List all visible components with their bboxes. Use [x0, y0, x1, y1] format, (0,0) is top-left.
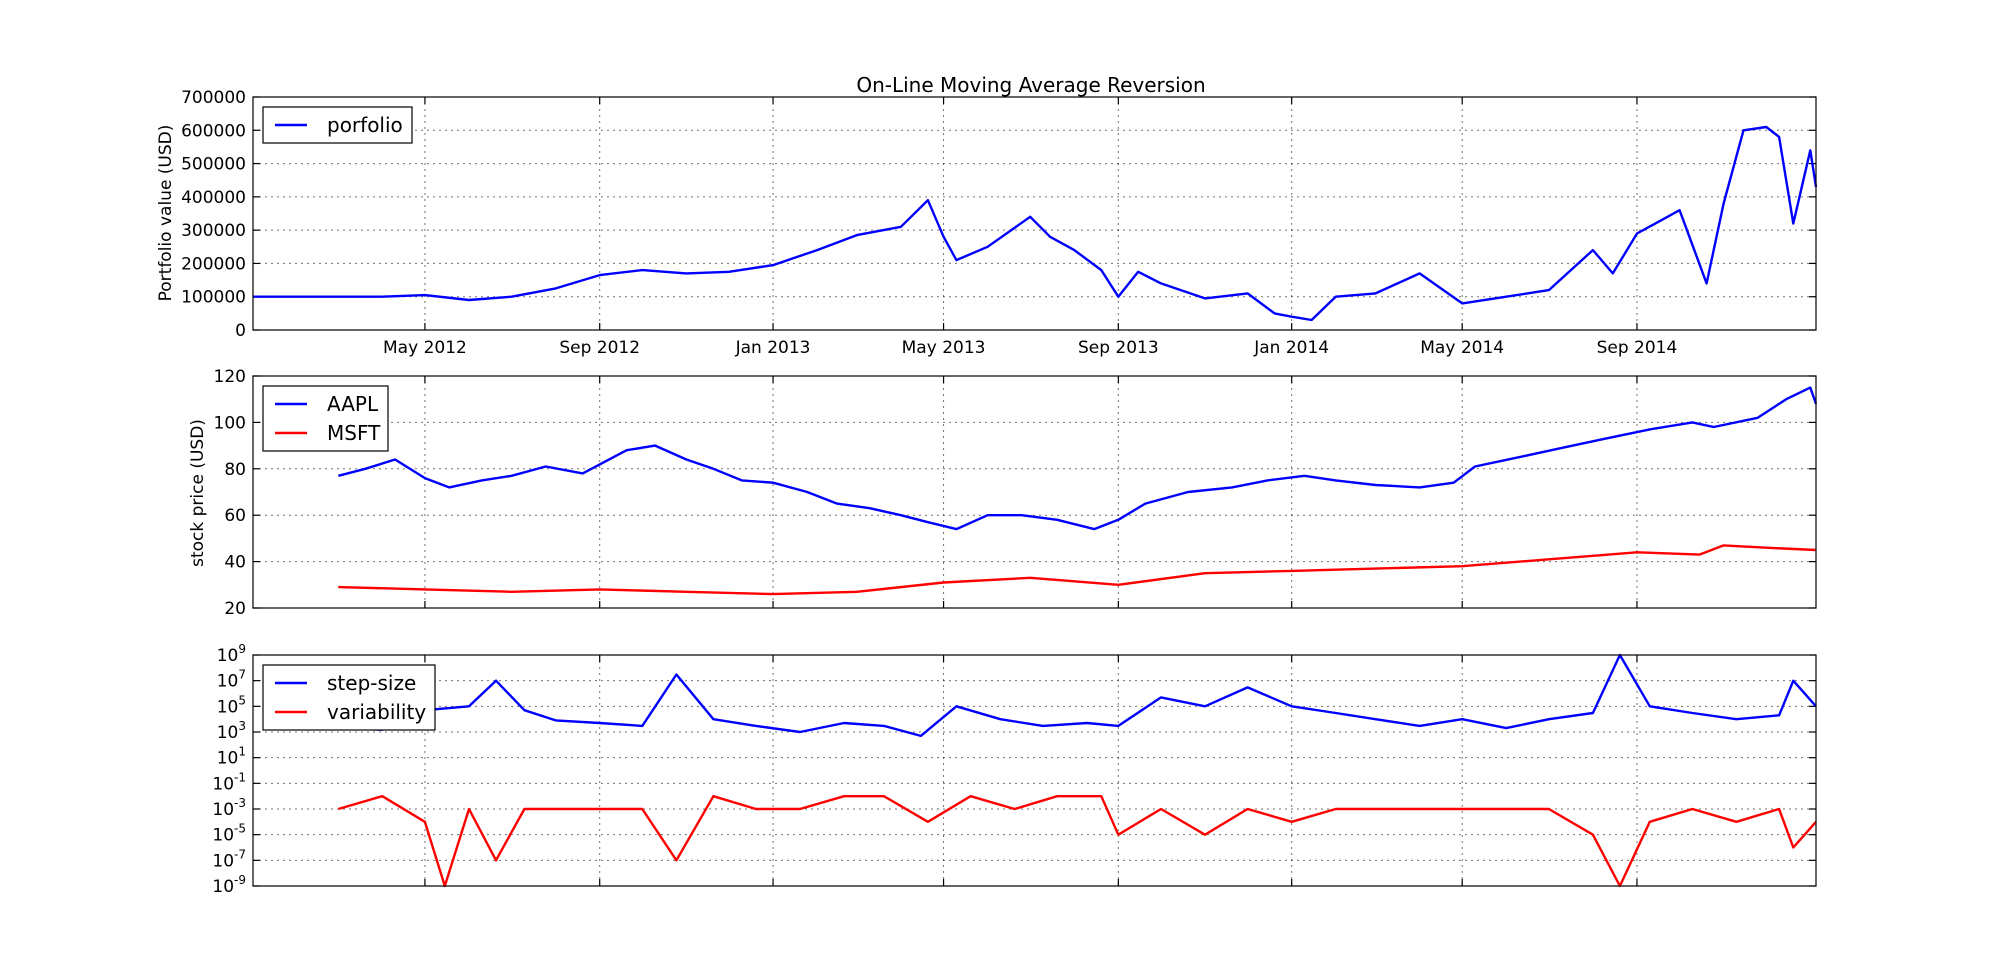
x-tick-label: Jan 2014	[1253, 338, 1329, 358]
portfolio-y-axis-label: Portfolio value (USD)	[156, 125, 176, 302]
y-tick-label: 10-1	[212, 770, 246, 794]
series-line-MSFT	[338, 544, 1817, 596]
y-tick-label: 700000	[181, 88, 246, 108]
stock-price-y-axis-label: stock price (USD)	[188, 419, 208, 567]
y-tick-label: 101	[217, 745, 246, 769]
y-tick-label: 300000	[181, 221, 246, 241]
legend-box	[262, 664, 436, 731]
series-line-step-size	[338, 653, 1817, 738]
y-tick-label: 10-7	[212, 847, 246, 871]
legend-box	[262, 385, 389, 452]
x-tick-label: May 2013	[902, 338, 986, 358]
series-line-AAPL	[337, 386, 1818, 531]
plot-frame	[252, 654, 1817, 887]
plot-frame	[252, 375, 1817, 609]
y-tick-label: 80	[224, 460, 246, 480]
y-tick-label: 109	[217, 642, 246, 666]
y-tick-label: 200000	[181, 254, 246, 274]
stock-price-panel: 20 40 60 80 100 120 AAPL MSFT	[214, 367, 1818, 619]
y-tick-label: 60	[224, 506, 246, 526]
x-tick-label: Jan 2013	[735, 338, 811, 358]
plot-frame	[252, 96, 1817, 331]
y-tick-label: 600000	[181, 121, 246, 141]
y-tick-label: 40	[224, 553, 246, 573]
y-tick-label: 120	[214, 367, 246, 387]
legend-label: porfolio	[327, 113, 403, 137]
x-tick-label: Sep 2012	[559, 338, 640, 358]
y-tick-label: 400000	[181, 188, 246, 208]
x-tick-label: May 2014	[1420, 338, 1504, 358]
y-tick-label: 10-5	[212, 822, 246, 846]
legend-label: step-size	[327, 671, 416, 695]
y-tick-label: 10-9	[212, 873, 246, 897]
portfolio-panel: 0 100000 200000 300000 400000 500000 600000 700…	[181, 88, 1818, 358]
legend-label: MSFT	[327, 421, 381, 445]
y-tick-label: 100	[214, 413, 246, 433]
y-tick-label: 105	[217, 693, 246, 717]
x-tick-label: May 2012	[383, 338, 467, 358]
x-tick-label: Sep 2013	[1078, 338, 1159, 358]
y-tick-label: 0	[235, 321, 246, 341]
y-tick-label: 100000	[181, 288, 246, 308]
y-tick-label: 20	[224, 599, 246, 619]
series-line-variability	[337, 795, 1817, 888]
y-tick-label: 10-3	[212, 796, 246, 820]
legend-label: variability	[327, 700, 426, 724]
y-tick-label: 500000	[181, 155, 246, 175]
y-tick-label: 103	[217, 719, 246, 743]
series-line-porfolio	[253, 125, 1818, 322]
x-tick-label: Sep 2014	[1597, 338, 1678, 358]
y-tick-label: 107	[217, 668, 246, 692]
chart-title: On-Line Moving Average Reversion	[856, 73, 1205, 97]
legend-label: AAPL	[327, 392, 379, 416]
